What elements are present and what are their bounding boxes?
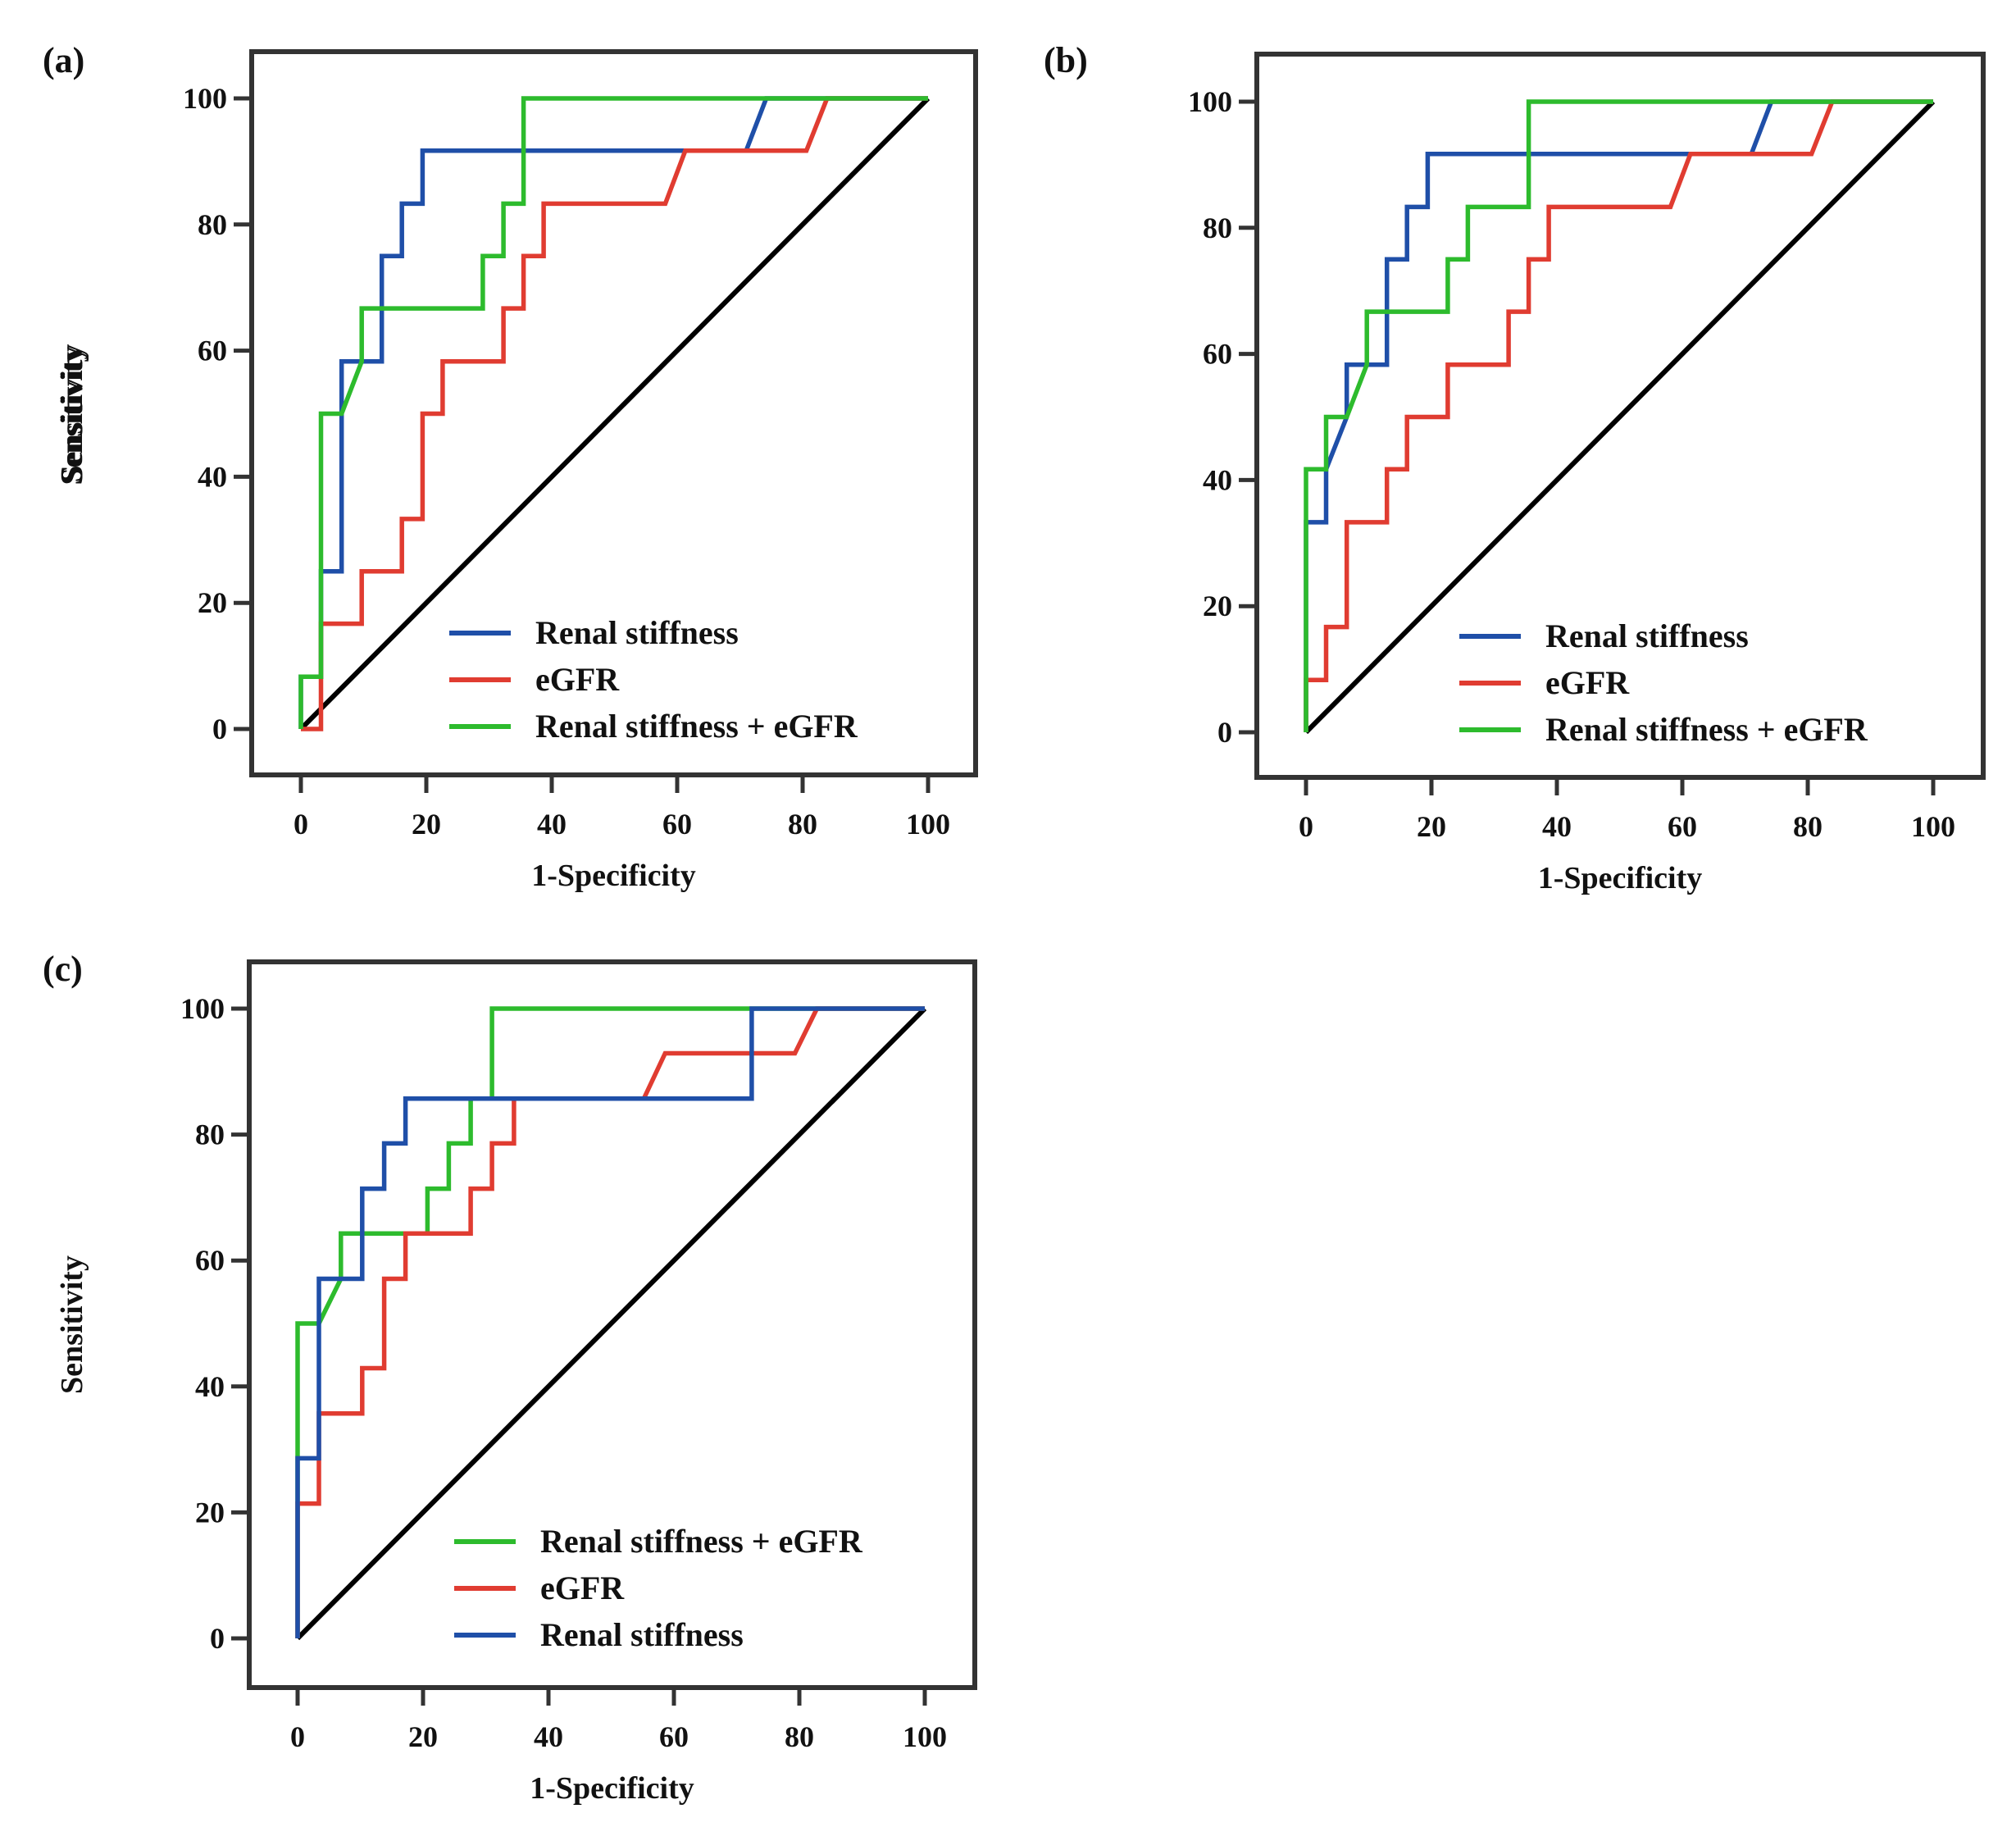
- x-tick-label: 80: [785, 1720, 814, 1753]
- y-tick-label: 100: [183, 82, 227, 115]
- x-tick-label: 0: [1299, 810, 1313, 843]
- roc-panel-a: (a) 0 0 20 20 40 40 60 60 80 80 100 100 1-Specificity…: [43, 40, 978, 893]
- y-tick-label: 20: [1203, 590, 1232, 622]
- plot-frame: [249, 49, 978, 777]
- x-tick-label: 20: [408, 1720, 438, 1753]
- y-tick-label: 100: [1188, 85, 1232, 118]
- roc-panel-b: (b) 0 0 20 20 40 40 60 60 80 80 100 100 1-Specificity…: [55, 40, 1986, 895]
- y-axis-title: Sensitivity: [55, 344, 89, 483]
- roc-curve-renal-stiffness: [295, 1006, 925, 1638]
- y-tick-label: 40: [1203, 463, 1232, 496]
- y-axis-title: Sensitivity: [55, 1255, 89, 1394]
- legend-label: Renal stiffness: [540, 1616, 744, 1653]
- roc-curve-renal-stiffness: [1304, 99, 1933, 732]
- legend-label: Renal stiffness + eGFR: [1545, 711, 1868, 748]
- x-tick-label: 60: [659, 1720, 689, 1753]
- x-tick-label: 20: [412, 808, 441, 841]
- x-tick-label: 100: [903, 1720, 947, 1753]
- legend-label: eGFR: [540, 1569, 625, 1606]
- panel-label: (b): [1044, 40, 1088, 80]
- x-axis-title: 1-Specificity: [531, 859, 696, 893]
- y-tick-label: 20: [195, 1496, 225, 1528]
- legend-label: Renal stiffness + eGFR: [540, 1523, 863, 1560]
- reference-diagonal-line: [295, 1006, 927, 1641]
- roc-curve-egfr: [295, 1006, 925, 1638]
- y-tick-label: 0: [212, 713, 227, 745]
- legend-label: Renal stiffness: [535, 614, 739, 651]
- y-tick-label: 20: [198, 586, 227, 619]
- roc-curve-renal-stiffness-egfr: [1304, 99, 1933, 732]
- x-tick-label: 0: [294, 808, 308, 841]
- plot-frame: [247, 959, 977, 1690]
- x-axis-title: 1-Specificity: [530, 1771, 694, 1806]
- x-tick-label: 60: [662, 808, 692, 841]
- y-tick-label: 0: [210, 1622, 225, 1655]
- y-tick-label: 0: [1217, 716, 1232, 749]
- legend-label: Renal stiffness + eGFR: [535, 708, 858, 745]
- y-tick-label: 40: [195, 1370, 225, 1403]
- y-tick-label: 100: [180, 992, 225, 1025]
- x-tick-label: 80: [788, 808, 817, 841]
- x-tick-label: 100: [906, 808, 950, 841]
- legend-label: eGFR: [535, 661, 620, 698]
- y-tick-label: 80: [198, 208, 227, 241]
- x-axis-title: 1-Specificity: [1538, 861, 1703, 895]
- y-tick-label: 60: [1203, 338, 1232, 371]
- roc-curve-renal-stiffness-egfr: [298, 96, 928, 729]
- roc-curve-egfr: [1304, 99, 1933, 732]
- x-tick-label: 40: [537, 808, 567, 841]
- y-tick-label: 60: [198, 335, 227, 367]
- x-tick-label: 20: [1417, 810, 1446, 843]
- x-tick-label: 40: [1542, 810, 1572, 843]
- roc-panel-c: (c) 0 0 20 20 40 40 60 60 80 80 100 100 1-Specificity…: [43, 949, 977, 1806]
- panel-label: (c): [43, 949, 83, 989]
- y-axis-title: Sensitivity: [55, 347, 89, 485]
- x-tick-label: 60: [1668, 810, 1697, 843]
- y-tick-label: 80: [195, 1118, 225, 1151]
- y-tick-label: 60: [195, 1244, 225, 1277]
- legend-label: Renal stiffness: [1545, 617, 1749, 654]
- x-tick-label: 40: [534, 1720, 563, 1753]
- legend-label: eGFR: [1545, 664, 1630, 701]
- y-tick-label: 40: [198, 460, 227, 493]
- reference-diagonal-line: [1304, 99, 1936, 735]
- roc-curve-egfr: [301, 96, 928, 731]
- y-tick-label: 80: [1203, 212, 1232, 244]
- x-tick-label: 0: [290, 1720, 305, 1753]
- panel-label: (a): [43, 40, 84, 80]
- x-tick-label: 100: [1911, 810, 1955, 843]
- x-tick-label: 80: [1793, 810, 1823, 843]
- reference-diagonal-line: [298, 96, 931, 731]
- plot-frame: [1254, 52, 1986, 780]
